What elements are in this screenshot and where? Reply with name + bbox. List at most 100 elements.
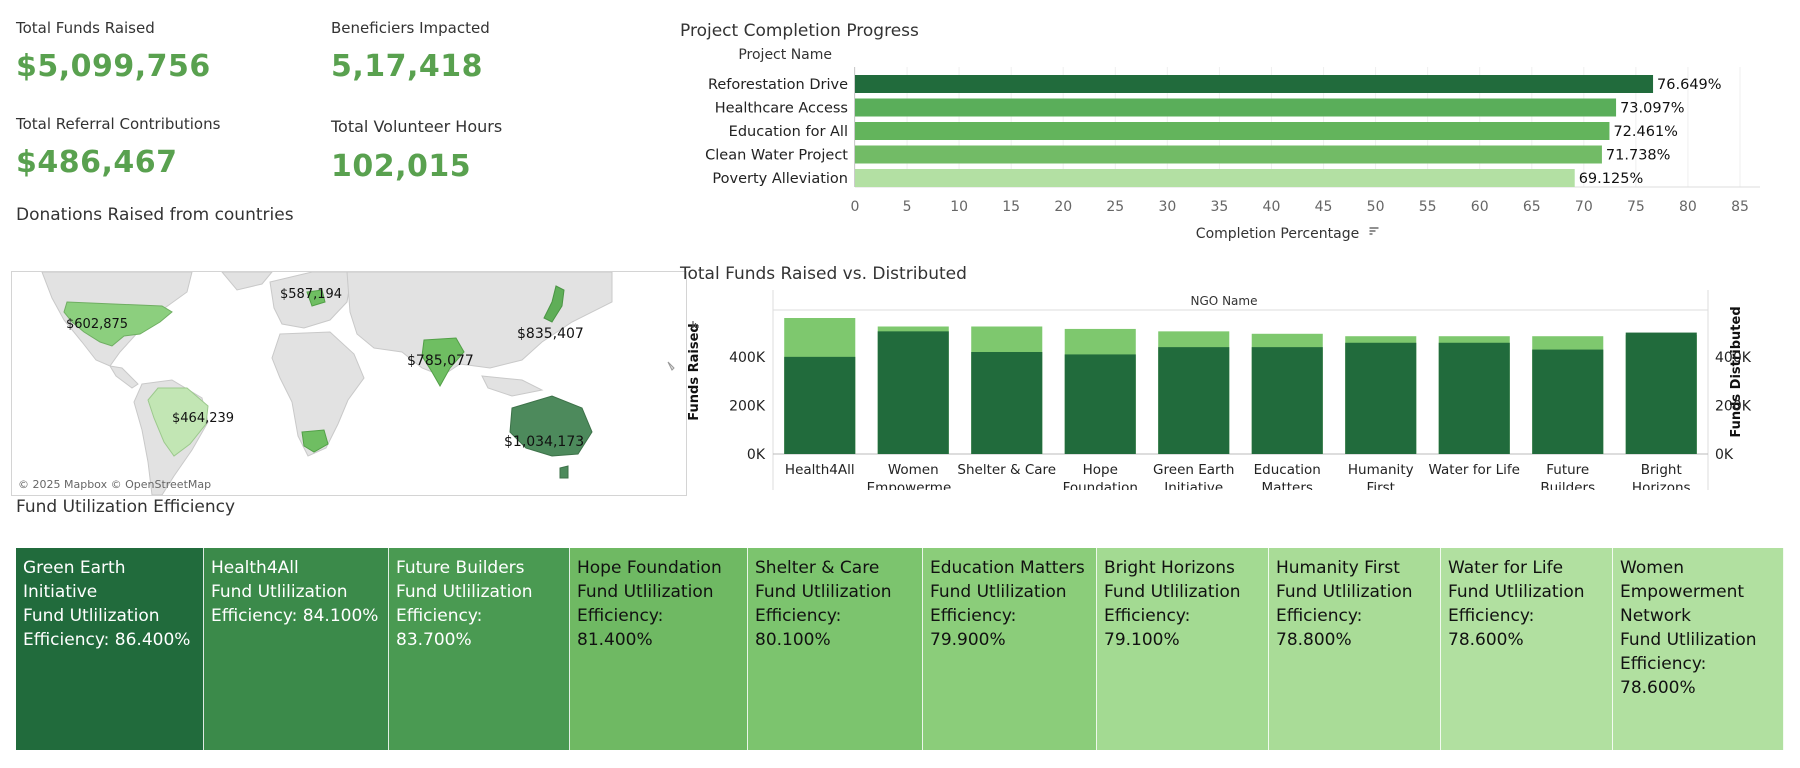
- funds-distributed-bar: [1625, 332, 1697, 454]
- treemap-cell-text: Shelter & Care: [755, 558, 880, 578]
- funds-distributed-bar: [877, 331, 949, 454]
- completion-x-tick-label: 65: [1523, 199, 1541, 215]
- completion-x-tick-label: 30: [1158, 199, 1176, 215]
- funds-category-label: Health4All: [785, 462, 855, 478]
- kpi-funds-raised-label: Total Funds Raised: [16, 19, 155, 37]
- treemap-cell-text: Bright Horizons: [1104, 558, 1235, 578]
- treemap-cell[interactable]: Hope Foundation Fund Utlilization Efficien…: [570, 548, 748, 750]
- completion-category-label: Clean Water Project: [705, 148, 848, 164]
- completion-bar: [855, 75, 1654, 93]
- treemap-cell-text: Health4All: [211, 558, 299, 578]
- funds-category-label: Water for Life: [1429, 462, 1520, 478]
- treemap-cell-text: 83.700%: [396, 630, 472, 650]
- australia-region[interactable]: [509, 395, 593, 457]
- treemap-cell-text: Fund Utlilization: [755, 582, 892, 602]
- completion-bar: [855, 169, 1575, 187]
- treemap-cell[interactable]: Education Matters Fund Utlilization Effici…: [923, 548, 1097, 750]
- completion-x-tick-label: 25: [1106, 199, 1124, 215]
- treemap-cell-text: Future Builders: [396, 558, 525, 578]
- treemap-cell-text: Water for Life: [1448, 558, 1564, 578]
- funds-distributed-bar: [1438, 342, 1510, 454]
- completion-x-tick-label: 5: [903, 199, 912, 215]
- sort-icon[interactable]: [1369, 227, 1379, 235]
- treemap-cell-text: Efficiency:: [1448, 606, 1535, 626]
- funds-right-axis-label: Funds Distributed: [1729, 306, 1744, 437]
- funds-distributed-bar: [1345, 342, 1417, 454]
- treemap-cell-text: 78.800%: [1276, 630, 1352, 650]
- funds-left-axis-label: Funds Raised: [687, 323, 702, 420]
- kpi-funds-raised-value: $5,099,756: [16, 49, 211, 84]
- treemap-cell-text: Green Earth: [23, 558, 126, 578]
- treemap-cell[interactable]: Green Earth Initiative Fund Utlilization Ef…: [16, 548, 204, 750]
- treemap-cell-text: 79.900%: [930, 630, 1006, 650]
- funds-distributed-bar: [1532, 349, 1604, 454]
- map-label-india: $785,077: [407, 353, 474, 369]
- treemap-cell-text: Fund Utlilization: [577, 582, 714, 602]
- funds-category-label: Matters: [1262, 480, 1313, 490]
- treemap-cell[interactable]: Health4All Fund Utlilization Efficiency: 8…: [204, 548, 389, 750]
- funds-chart-title: Total Funds Raised vs. Distributed: [680, 264, 967, 284]
- completion-category-label: Poverty Alleviation: [712, 171, 848, 187]
- greenland-land: [221, 272, 273, 291]
- map-label-japan: $835,407: [517, 326, 584, 342]
- funds-distributed-bar: [1158, 347, 1230, 454]
- completion-x-tick-label: 80: [1679, 199, 1697, 215]
- funds-category-label: Initiative: [1164, 480, 1223, 490]
- funds-right-tick-label: 0K: [1715, 447, 1734, 463]
- treemap-cell-text: Efficiency:: [396, 606, 483, 626]
- completion-x-tick-label: 40: [1263, 199, 1281, 215]
- india-region[interactable]: [421, 337, 465, 388]
- treemap-cell-text: Women: [1620, 558, 1685, 578]
- completion-x-tick-label: 50: [1367, 199, 1385, 215]
- world-map-svg: [12, 272, 686, 495]
- funds-left-tick-label: 200K: [729, 398, 766, 414]
- map-attribution: © 2025 Mapbox © OpenStreetMap: [18, 478, 212, 491]
- completion-x-tick-label: 35: [1210, 199, 1228, 215]
- brazil-region[interactable]: [147, 387, 209, 457]
- kpi-referral-label: Total Referral Contributions: [16, 115, 221, 133]
- treemap-cell[interactable]: Shelter & Care Fund Utlilization Efficienc…: [748, 548, 923, 750]
- funds-category-label: Hope: [1083, 462, 1118, 478]
- kpi-beneficiaries-value: 5,17,418: [331, 49, 484, 84]
- map-label-brazil: $464,239: [172, 411, 235, 426]
- treemap-cell-text: Efficiency: 84.100%: [211, 606, 379, 626]
- funds-category-label: Foundation: [1063, 480, 1138, 490]
- treemap-cell[interactable]: Water for Life Fund Utlilization Efficienc…: [1441, 548, 1613, 750]
- completion-category-label: Education for All: [729, 124, 848, 140]
- funds-category-label: Humanity: [1348, 462, 1414, 478]
- treemap-cell-text: Empowerment: [1620, 582, 1745, 602]
- treemap-cell[interactable]: Future Builders Fund Utlilization Efficien…: [389, 548, 570, 750]
- funds-distributed-bar: [784, 356, 856, 454]
- funds-category-label: Women: [888, 462, 939, 478]
- south-africa-region[interactable]: [301, 429, 329, 453]
- donations-map[interactable]: $602,875 $587,194 $835,407 $785,077 $464…: [11, 271, 687, 496]
- treemap-cell-text: Fund Utlilization: [1276, 582, 1413, 602]
- treemap-cell-text: Efficiency:: [755, 606, 842, 626]
- treemap-cell-text: Efficiency: 86.400%: [23, 630, 191, 650]
- treemap-cell-text: Efficiency:: [1620, 654, 1707, 674]
- treemap-cell[interactable]: Bright Horizons Fund Utlilization Efficien…: [1097, 548, 1269, 750]
- treemap-cell-text: 78.600%: [1620, 678, 1696, 698]
- treemap-cell[interactable]: Humanity First Fund Utlilization Efficienc…: [1269, 548, 1441, 750]
- funds-chart: NGO Name Funds Raised Funds Distributed …: [687, 290, 1752, 490]
- treemap-cell-text: Hope Foundation: [577, 558, 722, 578]
- funds-distributed-bar: [971, 352, 1043, 454]
- indonesia-land: [481, 375, 544, 397]
- funds-header: NGO Name: [1191, 294, 1258, 308]
- africa-land: [271, 331, 365, 457]
- usa-region[interactable]: [63, 301, 173, 347]
- funds-right-tick-label: 200K: [1715, 398, 1752, 414]
- completion-category-label: Reforestation Drive: [708, 77, 848, 93]
- funds-left-tick-label: 400K: [729, 350, 766, 366]
- kpi-beneficiaries-label: Beneficiers Impacted: [331, 19, 490, 37]
- funds-category-label: Green Earth: [1153, 462, 1234, 478]
- completion-x-tick-label: 60: [1471, 199, 1489, 215]
- treemap-cell[interactable]: Women Empowerment Network Fund Utlilization…: [1613, 548, 1784, 750]
- europe-highlight-region[interactable]: [306, 289, 326, 307]
- completion-row-header: Project Name: [738, 47, 832, 63]
- japan-region[interactable]: [543, 285, 565, 323]
- treemap-cell-text: Fund Utlilization: [23, 606, 160, 626]
- completion-x-tick-label: 15: [1002, 199, 1020, 215]
- treemap-cell-text: Fund Utlilization: [930, 582, 1067, 602]
- completion-value-label: 71.738%: [1606, 148, 1671, 164]
